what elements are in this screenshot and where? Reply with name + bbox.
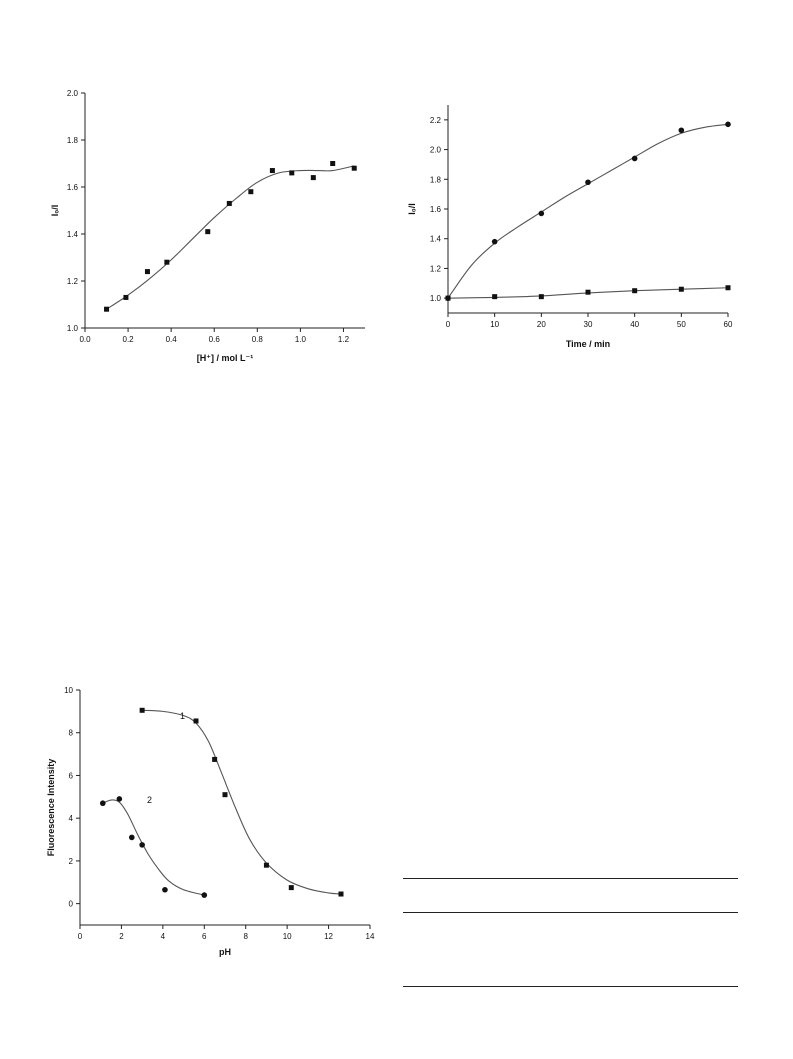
y-tick-label: 1.4 [430,235,442,244]
data-point [632,288,638,294]
x-tick-label: 0.4 [166,335,178,344]
data-point [144,269,150,275]
table-rule-bottom [403,986,738,987]
data-point [631,155,638,162]
y-tick-label: 1.8 [430,175,442,184]
y-tick-label: 2.0 [67,89,79,98]
data-point [585,179,591,186]
y-tick-label: 1.2 [67,277,79,286]
y-tick-label: 1.2 [430,264,442,273]
data-point [445,295,451,301]
data-point [139,842,145,848]
y-tick-label: 1.0 [430,294,442,303]
x-tick-label: 8 [243,932,248,941]
data-point [139,707,145,713]
fit-curve [106,165,355,310]
y-tick-label: 10 [64,686,73,695]
x-tick-label: 50 [677,320,686,329]
data-point [226,200,232,206]
y-axis-title: Fluorescence Intensity [46,759,56,857]
fit-curve [447,123,729,299]
table-rule-top [403,878,738,879]
x-tick-label: 1.0 [295,335,307,344]
data-point [205,229,211,235]
data-point [491,238,498,245]
data-point [725,285,731,291]
fit-curve [142,709,342,895]
data-point [201,892,208,898]
x-tick-label: 12 [324,932,333,941]
data-point [492,294,498,300]
x-tick-label: 10 [490,320,499,329]
x-tick-label: 0 [446,320,451,329]
data-point [585,289,591,295]
y-tick-label: 2 [69,857,74,866]
x-tick-label: 1.2 [338,335,350,344]
data-point [248,189,254,195]
y-tick-label: 8 [69,729,74,738]
x-tick-label: 0.0 [79,335,91,344]
table-rule-header [403,912,738,913]
data-point [725,121,731,128]
y-tick-label: 2.2 [430,116,442,125]
data-point [269,168,275,174]
data-point [99,800,106,807]
x-tick-label: 14 [366,932,375,941]
y-tick-label: 0 [69,900,74,909]
chart-time: 0 10 20 30 40 50 60 1.0 1.2 1.4 1.6 1.8 2.0 2.2 Time … [407,105,733,349]
x-tick-label: 20 [537,320,546,329]
data-point [678,286,684,292]
x-axis-title: [H⁺] / mol L⁻¹ [197,353,254,363]
data-point [310,175,316,181]
x-tick-label: 2 [119,932,124,941]
y-tick-label: 1.0 [67,324,79,333]
data-point [351,165,357,171]
data-point [116,796,123,802]
y-tick-label: 1.6 [430,205,442,214]
x-tick-label: 30 [584,320,593,329]
data-point [538,294,544,300]
x-tick-label: 0.2 [123,335,135,344]
x-tick-label: 0.6 [209,335,221,344]
fit-curve [102,799,205,896]
data-point [212,756,218,762]
data-point [123,294,129,300]
x-axis-title: Time / min [566,339,610,349]
data-point [164,259,170,265]
x-axis-title: pH [219,947,231,957]
y-tick-label: 2.0 [430,146,442,155]
data-point [128,834,135,841]
x-tick-label: 60 [724,320,733,329]
y-tick-label: 4 [69,814,74,823]
y-tick-label: 1.6 [67,183,79,192]
x-tick-label: 40 [630,320,639,329]
data-point [104,306,110,312]
y-tick-label: 1.8 [67,136,79,145]
x-tick-label: 10 [283,932,292,941]
y-axis-title: I₀/I [407,203,417,215]
x-tick-label: 6 [202,932,207,941]
series-label: 1 [180,711,185,721]
y-axis-title: I₀/I [50,205,60,217]
data-point [330,161,336,166]
data-point [193,718,199,724]
data-point [222,792,228,798]
chart-acid-concentration: 0.0 0.2 0.4 0.6 0.8 1.0 1.21.01.21.41.61.82.0 … [50,89,365,363]
data-point [289,170,295,176]
data-point [162,886,168,893]
data-point [678,127,685,134]
data-point [263,862,269,868]
series-label: 2 [147,795,152,805]
x-tick-label: 4 [161,932,166,941]
data-point [338,891,344,897]
y-tick-label: 6 [69,771,74,780]
y-tick-label: 1.4 [67,230,79,239]
data-point [288,885,294,891]
x-tick-label: 0 [78,932,83,941]
data-point [538,210,545,217]
x-tick-label: 0.8 [252,335,264,344]
